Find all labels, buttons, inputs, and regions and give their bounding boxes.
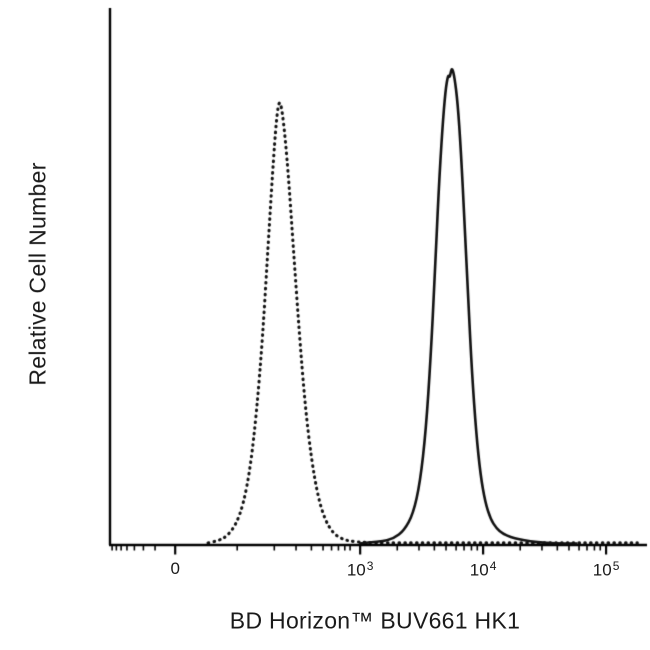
x-axis-tick-label: 103 bbox=[346, 559, 374, 580]
x-axis-title: BD Horizon™ BUV661 HK1 bbox=[229, 607, 521, 634]
x-axis-tick-label: 0 bbox=[170, 559, 180, 578]
y-axis-title: Relative Cell Number bbox=[24, 162, 51, 386]
x-axis-tick-label: 105 bbox=[592, 559, 620, 580]
x-axis-tick-label: 104 bbox=[469, 559, 497, 580]
